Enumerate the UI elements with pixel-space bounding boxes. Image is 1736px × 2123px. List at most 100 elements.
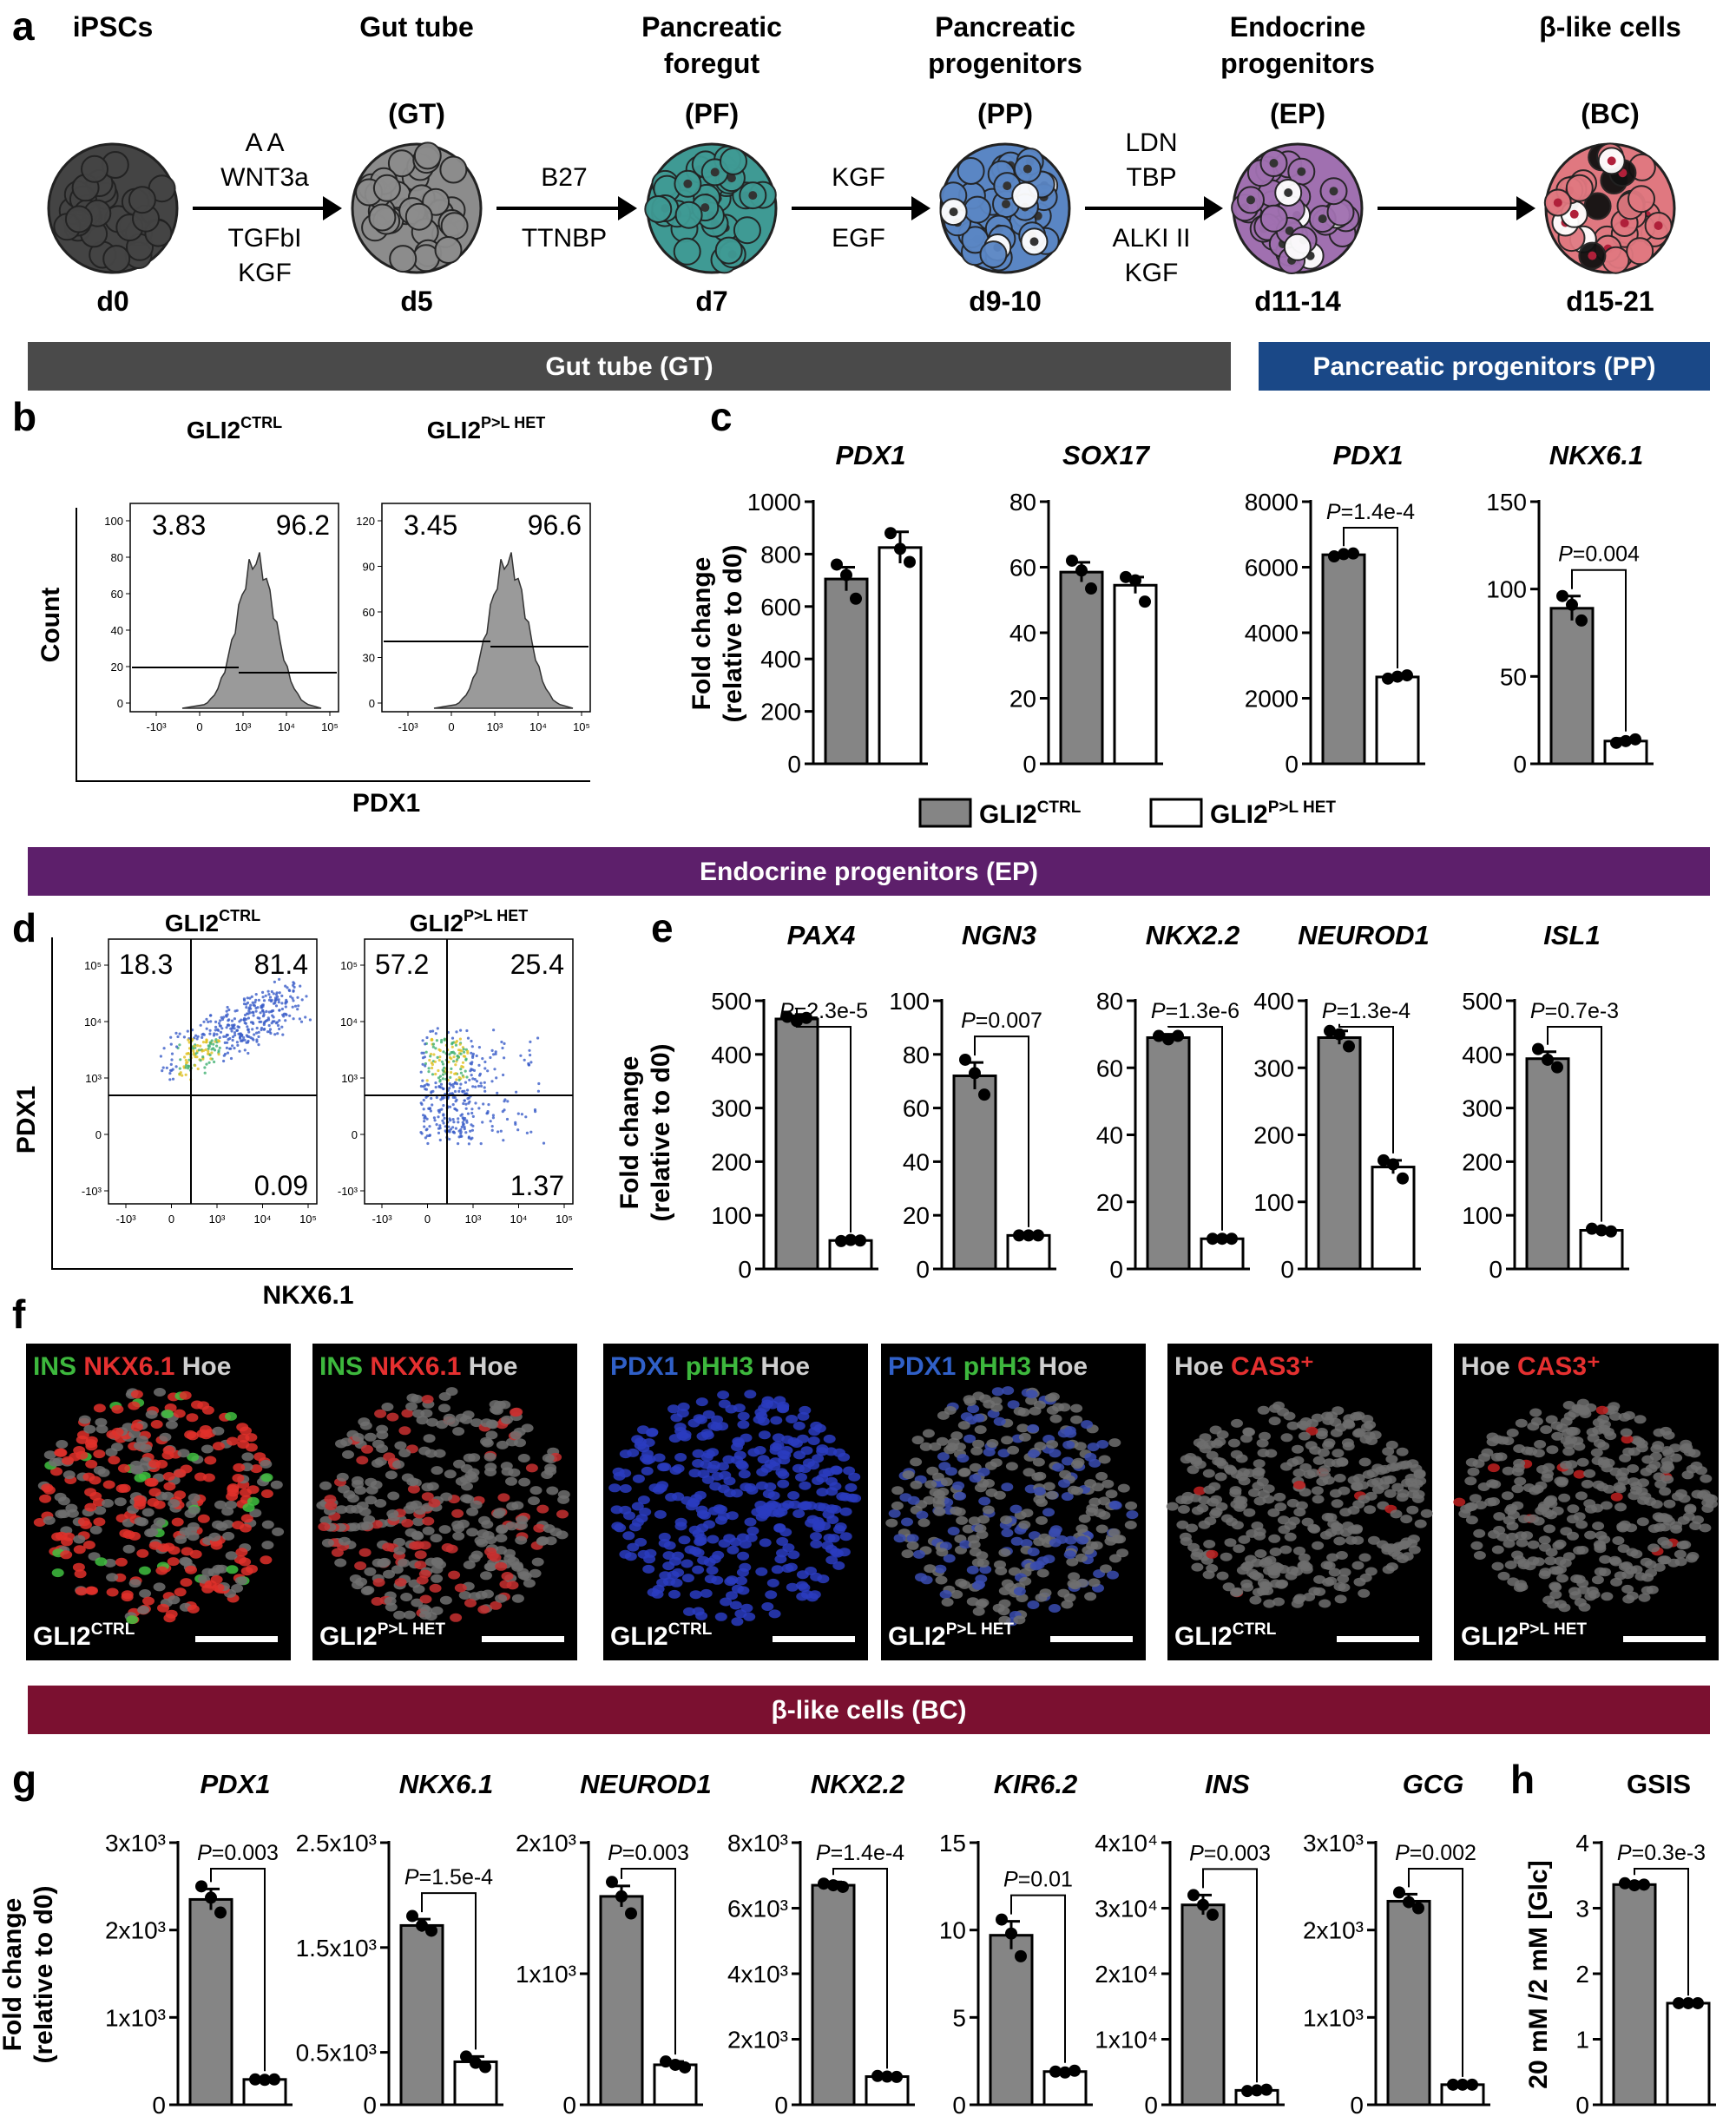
nucleus-dot <box>514 1438 526 1448</box>
nucleus-dot <box>1584 1592 1597 1601</box>
nucleus-dot <box>1534 1440 1547 1449</box>
micrograph: Hoe CAS3⁺GLI2P>L HET <box>1453 1344 1719 1660</box>
nucleus-dot <box>541 1470 554 1479</box>
nucleus-dot <box>822 1468 835 1477</box>
event-dot <box>187 1067 190 1070</box>
nucleus-dot <box>1071 1486 1083 1495</box>
nucleus-dot <box>1016 1594 1029 1602</box>
nucleus-dot <box>226 1436 239 1446</box>
cell <box>1626 237 1654 266</box>
nucleus-dot <box>1570 1574 1583 1583</box>
nucleus-dot <box>412 1585 425 1594</box>
data-point <box>1556 589 1568 602</box>
data-point <box>1692 1996 1704 2009</box>
event-dot <box>470 1111 474 1115</box>
bar-ctrl <box>1146 1035 1191 1271</box>
y-tick-label: 30 <box>363 652 375 665</box>
marker-label: INS NKX6.1 Hoe <box>319 1352 517 1381</box>
event-dot <box>296 1008 299 1011</box>
nucleus-dot <box>360 1587 373 1595</box>
p-value-label: P=0.01 <box>1003 1868 1073 1892</box>
nucleus-dot <box>1035 1593 1048 1602</box>
nucleus-dot <box>500 1462 513 1471</box>
event-dot <box>452 1121 456 1124</box>
nucleus-dot <box>1036 1515 1048 1525</box>
event-dot <box>422 1051 425 1055</box>
nucleus-dot <box>746 1526 760 1535</box>
nucleus-dot <box>73 1535 86 1544</box>
nucleus-dot <box>744 1390 757 1399</box>
nucleus-dot <box>1295 1501 1308 1510</box>
nucleus-dot <box>764 1482 777 1491</box>
event-dot <box>195 1037 199 1041</box>
nucleus-dot <box>1381 1546 1394 1555</box>
event-dot <box>472 1068 477 1072</box>
event-dot <box>215 1033 219 1036</box>
significance-bracket <box>1408 1868 1463 2077</box>
nucleus-dot <box>1621 1584 1634 1594</box>
event-dot <box>183 1055 187 1059</box>
nucleus-dot <box>406 1477 419 1487</box>
y-tick-label: 120 <box>356 515 375 528</box>
nucleus-dot <box>1179 1532 1192 1541</box>
data-point <box>959 1053 971 1066</box>
event-dot <box>300 998 304 1002</box>
nucleus-dot <box>214 1500 227 1509</box>
nucleus-dot <box>674 1427 687 1436</box>
nucleus-dot <box>827 1534 840 1543</box>
nucleus-dot <box>372 1439 385 1449</box>
x-tick-label: 10³ <box>465 1213 482 1226</box>
event-dot <box>496 1130 500 1134</box>
nucleus-dot <box>659 1571 672 1581</box>
nucleus-dot <box>641 1466 654 1476</box>
event-dot <box>470 1128 475 1132</box>
flow-d-title: GLI2CTRL <box>165 907 260 937</box>
event-dot <box>463 1089 466 1093</box>
nucleus-dot <box>1291 1599 1304 1608</box>
event-dot <box>201 1055 205 1059</box>
nucleus-dot <box>424 1557 437 1567</box>
event-dot <box>434 1072 437 1076</box>
nucleus-dot <box>737 1420 750 1430</box>
nucleus-dot <box>1518 1515 1530 1523</box>
event-dot <box>207 1049 210 1053</box>
event-dot <box>208 1053 212 1057</box>
nucleus-dot <box>212 1583 225 1593</box>
nucleus-dot <box>954 1491 967 1501</box>
event-dot <box>467 1142 471 1146</box>
stage-day: d0 <box>96 286 128 317</box>
nucleus-dot <box>501 1415 513 1424</box>
nucleus-dot <box>398 1558 410 1568</box>
nucleus-dot <box>1560 1416 1573 1426</box>
event-dot <box>457 1055 461 1059</box>
nucleus-dot <box>1075 1578 1088 1587</box>
nucleus-dot <box>1108 1438 1121 1448</box>
event-dot <box>519 1054 523 1057</box>
event-dot <box>253 1001 257 1004</box>
nucleus-dot <box>76 1435 89 1444</box>
nucleus-dot <box>849 1494 862 1503</box>
event-dot <box>470 1039 473 1043</box>
y-tick-label: 90 <box>363 561 375 574</box>
event-dot <box>516 1128 520 1132</box>
nucleus-dot <box>813 1423 826 1433</box>
nucleus-dot <box>1473 1528 1486 1538</box>
data-point <box>1673 1996 1685 2009</box>
nucleus-dot <box>1565 1435 1578 1444</box>
marker-name: NKX6.1 <box>363 1352 461 1381</box>
nucleus-dot <box>717 1484 730 1494</box>
event-dot <box>477 1063 481 1067</box>
event-dot <box>267 1010 271 1014</box>
event-dot <box>448 1053 451 1056</box>
fold-change-ylabel: (relative to d0) <box>647 1043 675 1221</box>
nucleus-dot <box>1264 1555 1277 1565</box>
event-dot <box>243 1021 247 1025</box>
p-value: =0.007 <box>976 1009 1042 1033</box>
event-dot <box>461 1061 465 1064</box>
event-dot <box>285 1013 288 1016</box>
nucleus-dot <box>1661 1461 1674 1470</box>
stage-abbr: (PP) <box>977 98 1033 129</box>
nucleus-dot <box>458 1591 471 1600</box>
nucleus-dot <box>1005 1462 1018 1471</box>
nucleus-dot <box>652 1485 665 1495</box>
